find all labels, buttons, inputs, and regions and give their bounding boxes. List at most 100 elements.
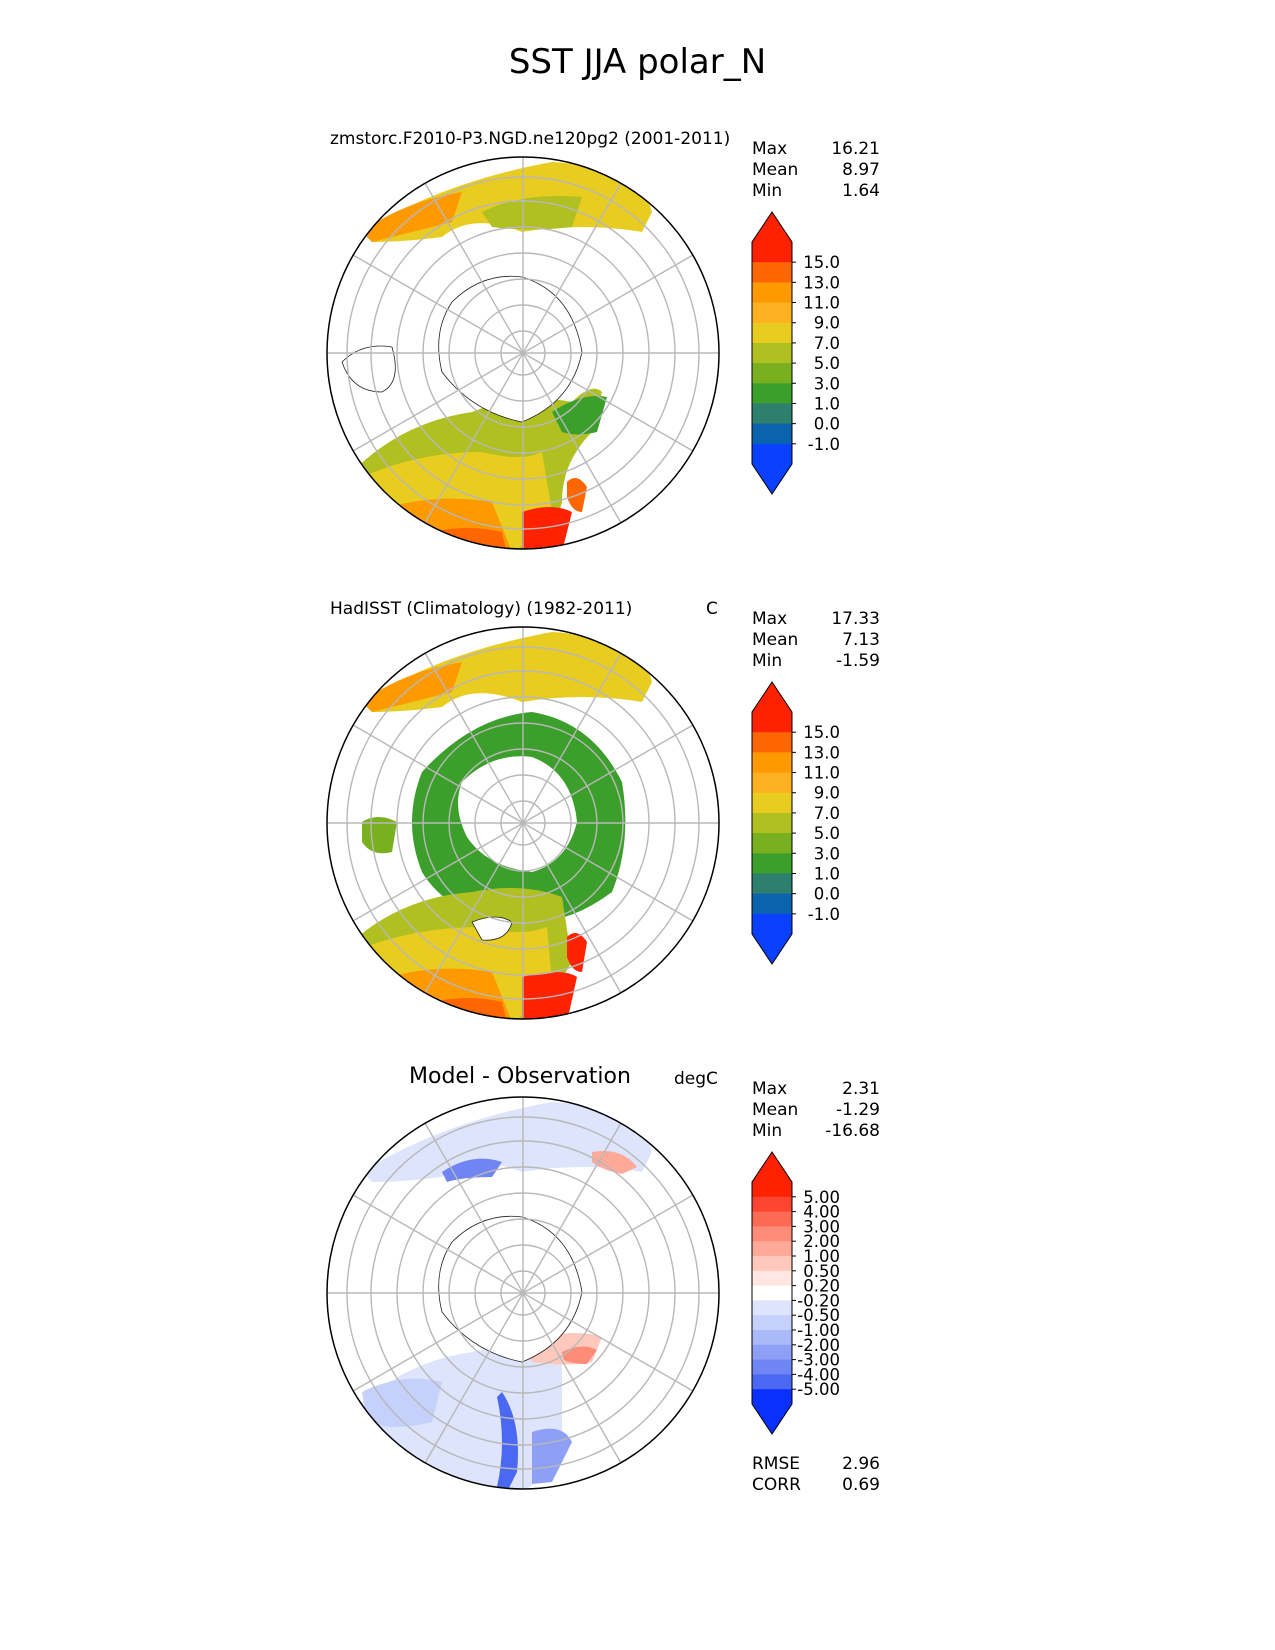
colorbar-1-segment <box>752 812 792 834</box>
panel3-stat-min: -16.68 <box>825 1121 880 1141</box>
colorbar-1-tick-label: 13.0 <box>803 743 840 762</box>
colorbar-1-segment <box>752 772 792 794</box>
panel2-stat-min: -1.59 <box>836 651 880 671</box>
colorbar-1-tick-label: 0.0 <box>814 885 840 904</box>
colorbar-1-segment <box>752 913 792 935</box>
colorbar-0-over-triangle <box>752 212 792 242</box>
colorbar-0-tick-label: -1.0 <box>808 435 840 454</box>
colorbar-2-tick-label: -1.00 <box>797 1321 840 1340</box>
panel3-map <box>326 1096 720 1490</box>
panel2-title: HadISST (Climatology) (1982-2011) <box>330 599 633 619</box>
colorbar-2-segment <box>752 1182 792 1198</box>
colorbar-0-tick-label: 1.0 <box>814 394 840 413</box>
colorbar-2-segment <box>752 1196 792 1213</box>
colorbar-2-segment <box>752 1344 792 1361</box>
colorbar-2-tick-label: 0.50 <box>803 1262 840 1281</box>
panel1-stat-min: 1.64 <box>842 181 880 201</box>
colorbar-1-tick-label: 3.0 <box>814 844 840 863</box>
colorbar-2-segment <box>752 1256 792 1272</box>
colorbar-2-segment <box>752 1285 792 1301</box>
colorbar-1-segment <box>752 732 792 753</box>
colorbar-2-tick-label: -2.00 <box>797 1336 840 1355</box>
colorbar-2-segment <box>752 1226 792 1242</box>
colorbar-1-tick-label: 15.0 <box>803 723 840 742</box>
colorbar-1-segment <box>752 712 792 733</box>
colorbar-1-tick-label: 9.0 <box>814 784 840 803</box>
colorbar-2-tick-label: -4.00 <box>797 1365 840 1384</box>
colorbar-1-tick-label: 7.0 <box>814 804 840 823</box>
colorbar-2-tick-label: -3.00 <box>797 1351 840 1370</box>
colorbar-0-segment <box>752 302 792 324</box>
colorbar-2-segment <box>752 1270 792 1287</box>
colorbar-1-over-triangle <box>752 682 792 712</box>
colorbar-1-tick-label: 11.0 <box>803 764 840 783</box>
panel1-stats: Max 16.21 Mean 8.97 Min 1.64 <box>752 139 880 201</box>
colorbar-2-tick-label: 5.00 <box>803 1188 840 1207</box>
colorbar-2-segment <box>752 1211 792 1227</box>
colorbar-1-segment <box>752 873 792 895</box>
colorbar-0-tick-label: 15.0 <box>803 253 840 272</box>
colorbar-0-segment <box>752 363 792 384</box>
colorbar-2-under-triangle <box>752 1404 792 1434</box>
colorbar-1-tick-label: 5.0 <box>814 824 840 843</box>
panel2-colorbar: 15.013.0 11.09.07.05.03.01.0 0.0-1.0 <box>751 681 840 965</box>
panel1-stat-mean: 8.97 <box>842 160 880 180</box>
panel3-corr: 0.69 <box>842 1475 880 1495</box>
colorbar-0-segment <box>752 403 792 425</box>
panel3-stat-mean: -1.29 <box>836 1100 880 1120</box>
panel1-colorbar: 15.013.0 11.09.07.05.03.01.0 0.0-1.0 <box>751 211 840 495</box>
colorbar-1-segment <box>752 752 792 774</box>
panel2-stats: Max 17.33 Mean 7.13 Min -1.59 <box>752 609 880 671</box>
colorbar-2-segment <box>752 1389 792 1405</box>
panel3-units: degC <box>674 1069 718 1089</box>
panel3-metrics: RMSE 2.96 CORR 0.69 <box>752 1454 880 1495</box>
colorbar-0-under-triangle <box>752 464 792 494</box>
colorbar-0-tick-label: 0.0 <box>814 415 840 434</box>
colorbar-0-segment <box>752 443 792 465</box>
colorbar-0-tick-label: 11.0 <box>803 294 840 313</box>
colorbar-0-tick-label: 13.0 <box>803 273 840 292</box>
colorbar-1-outline <box>751 681 793 965</box>
panel3-rmse: 2.96 <box>842 1454 880 1474</box>
colorbar-2-segment <box>752 1300 792 1316</box>
colorbar-1-tick-label: -1.0 <box>808 905 840 924</box>
colorbar-0-segment <box>752 322 792 344</box>
colorbar-0-segment <box>752 383 792 404</box>
colorbar-1-segment <box>752 833 792 854</box>
colorbar-0-tick-label: 9.0 <box>814 314 840 333</box>
panel2-map <box>326 626 720 1020</box>
colorbar-2-outline <box>751 1151 793 1435</box>
colorbar-2-tick-label: 1.00 <box>803 1247 840 1266</box>
colorbar-0-segment <box>752 262 792 283</box>
colorbar-2-tick-label: 3.00 <box>803 1217 840 1236</box>
panel2-units: C <box>706 599 718 619</box>
colorbar-0-tick-label: 3.0 <box>814 374 840 393</box>
colorbar-1-under-triangle <box>752 934 792 964</box>
colorbar-0-tick-label: 7.0 <box>814 334 840 353</box>
colorbar-2-segment <box>752 1359 792 1375</box>
colorbar-2-tick-label: -0.20 <box>797 1291 840 1310</box>
panel3-title: Model - Observation <box>409 1064 631 1089</box>
colorbar-0-tick-label: 5.0 <box>814 354 840 373</box>
panel2-stat-max: 17.33 <box>831 609 880 629</box>
panel2-stat-mean: 7.13 <box>842 630 880 650</box>
colorbar-2-tick-label: 0.20 <box>803 1277 840 1296</box>
colorbar-2-segment <box>752 1330 792 1346</box>
colorbar-0-outline <box>751 211 793 495</box>
colorbar-2-segment <box>752 1374 792 1390</box>
panel1-stat-max: 16.21 <box>831 139 880 159</box>
panel3-colorbar: 5.004.003.002.001.000.500.20-0.20-0.50-1… <box>751 1151 840 1435</box>
colorbar-2-tick-label: 2.00 <box>803 1232 840 1251</box>
colorbar-0-segment <box>752 423 792 445</box>
colorbar-0-segment <box>752 242 792 263</box>
colorbar-2-segment <box>752 1241 792 1257</box>
colorbar-2-tick-label: -0.50 <box>797 1306 840 1325</box>
colorbar-2-tick-label: 4.00 <box>803 1203 840 1222</box>
colorbar-0-segment <box>752 282 792 304</box>
panel3-stats: Max 2.31 Mean -1.29 Min -16.68 <box>752 1079 880 1141</box>
panel1-map <box>326 156 720 550</box>
figure-title: SST JJA polar_N <box>508 42 767 82</box>
colorbar-0-segment <box>752 342 792 364</box>
colorbar-2-segment <box>752 1315 792 1331</box>
colorbar-2-tick-label: -5.00 <box>797 1380 840 1399</box>
